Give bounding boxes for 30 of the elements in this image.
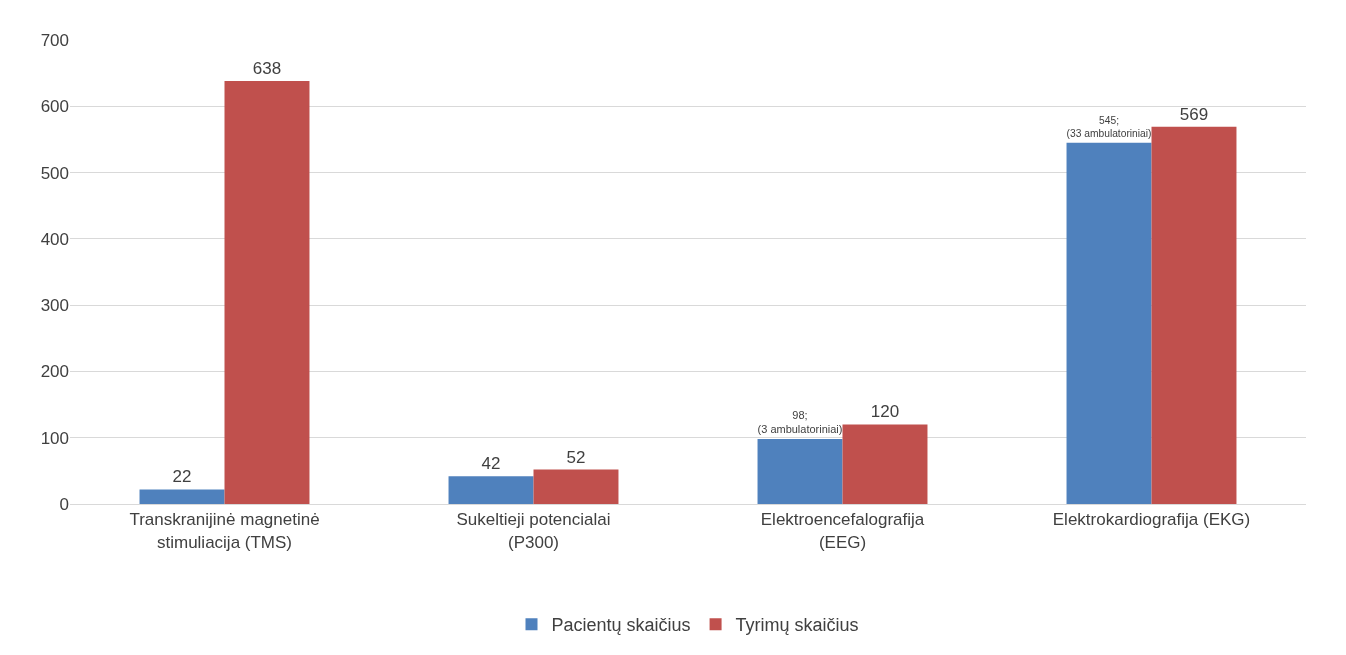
y-tick-label: 500: [40, 163, 69, 183]
x-tick-label: Sukeltieji potencialai (P300): [456, 510, 611, 552]
legend-label: Tyrimų skaičius: [735, 615, 859, 636]
data-label: 52: [566, 447, 586, 467]
x-tick-label: Elektrokardiografija (EKG): [1052, 510, 1251, 530]
bar: [1066, 142, 1152, 504]
bar: [757, 439, 843, 504]
bar: [533, 469, 619, 504]
bar: [224, 81, 310, 504]
data-label: 42: [481, 454, 501, 474]
bar: [842, 424, 928, 504]
data-label: 545; (33 ambulatoriniai): [1066, 114, 1152, 140]
data-label: 22: [172, 467, 192, 487]
y-tick-label: 0: [59, 494, 69, 514]
bar: [139, 489, 225, 504]
y-tick-label: 200: [40, 362, 69, 382]
x-tick-label: Elektroencefalografija (EEG): [760, 510, 925, 552]
y-tick-label: 300: [40, 296, 69, 316]
data-label: 569: [1179, 104, 1209, 124]
data-label: 120: [870, 402, 900, 422]
bar: [1151, 126, 1237, 504]
data-label: 638: [252, 59, 282, 79]
y-tick-label: 700: [40, 30, 69, 50]
y-tick-label: 400: [40, 229, 69, 249]
bar: [448, 476, 534, 504]
x-tick-label: Transkranijinė magnetinė stimuliacija (TMS): [129, 510, 320, 552]
legend-label: Pacientų skaičius: [551, 615, 691, 636]
y-tick-label: 100: [40, 428, 69, 448]
y-tick-label: 600: [40, 97, 69, 117]
data-label: 98; (3 ambulatoriniai): [757, 409, 843, 436]
